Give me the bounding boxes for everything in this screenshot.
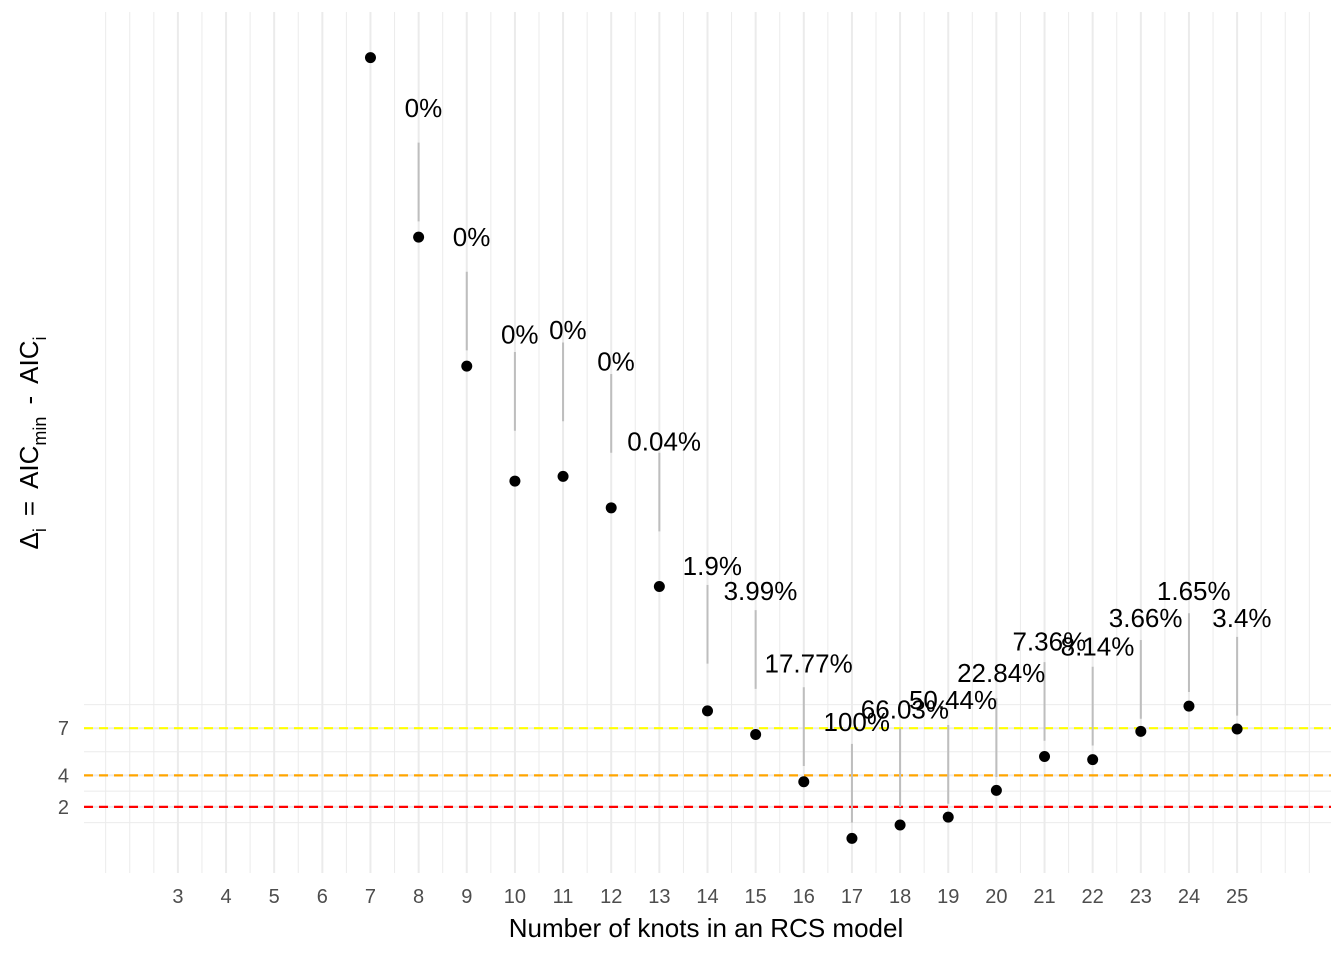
percentage-label: 17.77%	[765, 649, 853, 679]
y-title-aic-min-sub: min	[30, 417, 50, 446]
x-tick-label: 21	[1033, 886, 1055, 908]
percentage-labels: 0% 0% 0% 0% 0% 0.04% 1.9%3.99% 17.77% 100%66.03%…	[405, 93, 1272, 737]
percentage-label: 3.99%	[724, 576, 798, 606]
x-tick-label: 14	[696, 886, 718, 908]
percentage-label: 100%	[824, 707, 891, 737]
percentage-label: 0%	[597, 346, 635, 376]
x-tick-label: 16	[793, 886, 815, 908]
percentage-label: 0%	[501, 320, 539, 350]
percentage-label: 66.03%	[861, 694, 949, 724]
data-point	[653, 581, 665, 593]
reference-lines	[84, 727, 1331, 808]
data-point	[798, 776, 810, 788]
percentage-label: 8.14%	[1061, 631, 1135, 661]
percentage-label: 22.84%	[957, 658, 1045, 688]
y-axis-title-text: Δi=AICmin-AICi	[14, 337, 50, 550]
y-title-aic-i-sub: i	[30, 337, 50, 341]
data-point	[413, 231, 425, 243]
percentage-label: 1.9%	[683, 551, 742, 581]
x-tick-label: 25	[1226, 886, 1248, 908]
x-axis-title: Number of knots in an RCS model	[509, 913, 904, 943]
x-tick-label: 10	[504, 886, 526, 908]
data-point	[702, 705, 713, 717]
x-tick-label: 22	[1082, 886, 1104, 908]
x-tick-label: 11	[553, 886, 574, 908]
x-tick-label: 8	[413, 886, 424, 908]
data-points	[364, 52, 1243, 844]
y-title-aic-i: AIC	[14, 341, 44, 384]
percentage-label: 0%	[453, 222, 491, 252]
data-point	[1183, 700, 1195, 712]
data-point	[364, 52, 376, 64]
x-tick-label: 18	[889, 886, 911, 908]
percentage-label: 50.44%	[909, 685, 997, 715]
data-point	[894, 819, 906, 831]
data-point	[750, 728, 762, 740]
percentage-label: 0.04%	[627, 427, 701, 457]
percentage-label: 0%	[405, 93, 443, 123]
data-point	[557, 470, 569, 482]
data-point	[942, 811, 954, 823]
data-point	[461, 360, 473, 372]
data-point	[846, 832, 858, 844]
data-point	[1231, 723, 1243, 735]
x-tick-label: 6	[317, 886, 328, 908]
data-point	[509, 475, 521, 487]
y-title-delta-sub: i	[30, 528, 50, 532]
data-point	[990, 784, 1002, 796]
x-tick-label: 12	[600, 886, 622, 908]
y-tick-label: 7	[58, 718, 69, 740]
percentage-label: 7.36%	[1012, 627, 1086, 657]
data-point	[1135, 725, 1147, 737]
y-axis-title: Δi=AICmin-AICi	[14, 337, 50, 550]
x-tick-label: 3	[172, 886, 183, 908]
x-tick-label: 9	[461, 886, 472, 908]
percentage-label: 1.65%	[1157, 576, 1231, 606]
x-tick-label: 7	[365, 886, 376, 908]
y-title-delta: Δ	[14, 532, 44, 549]
data-point	[1039, 751, 1051, 763]
annotation-segments	[417, 142, 1239, 823]
percentage-label: 3.66%	[1109, 603, 1183, 633]
x-tick-label: 23	[1130, 886, 1152, 908]
x-tick-label: 17	[841, 886, 863, 908]
y-title-minus: -	[14, 396, 44, 405]
x-tick-label: 13	[648, 886, 670, 908]
percentage-label: 3.4%	[1212, 603, 1271, 633]
x-tick-label: 19	[937, 886, 959, 908]
x-tick-label: 15	[745, 886, 767, 908]
y-tick-label: 2	[58, 797, 69, 819]
percentage-label: 0%	[549, 315, 587, 345]
x-tick-label: 4	[220, 886, 231, 908]
y-axis-tick-labels: 2 4 7	[58, 718, 69, 819]
x-tick-label: 5	[269, 886, 280, 908]
y-tick-label: 4	[58, 765, 69, 787]
x-tick-label: 24	[1178, 886, 1200, 908]
x-tick-label: 20	[985, 886, 1007, 908]
y-title-aic-min: AIC	[14, 446, 44, 489]
y-title-equals: =	[14, 501, 44, 516]
data-point	[605, 502, 617, 514]
data-point	[1087, 754, 1099, 766]
x-axis-tick-labels: 3 4 5 6 7 8 9 10 11 12 13 14 15 16 17 18 19 20 21 22 23 24 25	[172, 886, 1248, 908]
